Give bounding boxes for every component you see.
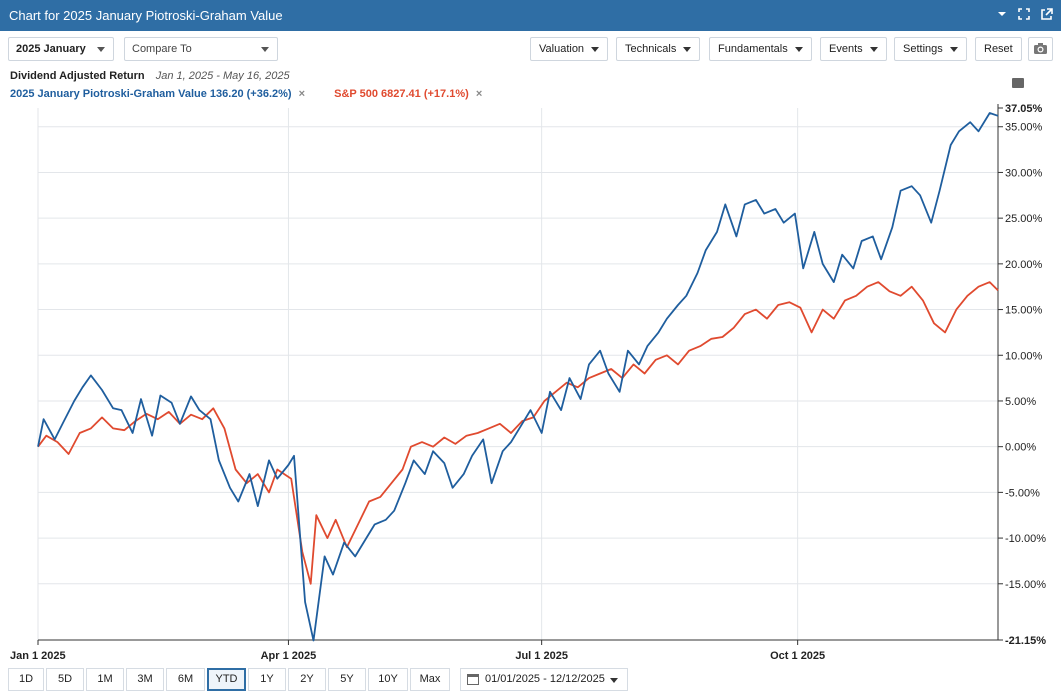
window-title: Chart for 2025 January Piotroski-Graham … xyxy=(9,8,283,23)
y-extreme-label: -21.15% xyxy=(1005,635,1046,647)
range-button-3m[interactable]: 3M xyxy=(126,668,164,691)
chart-grid xyxy=(37,108,998,640)
chevron-down-icon xyxy=(949,46,958,52)
range-button-1d[interactable]: 1D xyxy=(8,668,44,691)
settings-label: Settings xyxy=(903,43,943,55)
y-tick-label: 25.00% xyxy=(1005,213,1043,225)
series-line-primary xyxy=(37,112,999,642)
y-tick-label: -15.00% xyxy=(1005,579,1046,591)
settings-menu-button[interactable]: Settings xyxy=(894,37,967,61)
compare-to-placeholder: Compare To xyxy=(132,43,192,55)
remove-series-benchmark-icon[interactable]: × xyxy=(475,88,483,100)
fundamentals-menu-button[interactable]: Fundamentals xyxy=(709,37,812,61)
fullscreen-icon[interactable] xyxy=(1017,7,1031,21)
legend-series-benchmark: S&P 500 6827.41 (+17.1%) xyxy=(334,88,469,100)
chevron-down-icon xyxy=(683,46,692,52)
y-tick-label: 35.00% xyxy=(1005,122,1043,134)
range-button-1y[interactable]: 1Y xyxy=(248,668,286,691)
x-tick-label: Jan 1 2025 xyxy=(10,650,66,662)
y-tick-label: 5.00% xyxy=(1005,396,1036,408)
fundamentals-label: Fundamentals xyxy=(718,43,788,55)
range-button-max[interactable]: Max xyxy=(410,668,450,691)
y-extreme-label: 37.05% xyxy=(1005,103,1043,115)
technicals-label: Technicals xyxy=(625,43,677,55)
popout-icon[interactable] xyxy=(1039,7,1053,21)
chevron-down-icon xyxy=(610,678,618,683)
y-tick-label: 0.00% xyxy=(1005,442,1036,454)
range-button-ytd[interactable]: YTD xyxy=(207,668,246,691)
chevron-down-icon xyxy=(794,46,803,52)
range-button-2y[interactable]: 2Y xyxy=(288,668,326,691)
x-axis: Jan 1 2025 Apr 1 2025 Jul 1 2025 Oct 1 2025 xyxy=(10,639,998,662)
range-selector: 1D 5D 1M 3M 6M YTD 1Y 2Y 5Y 10Y Max 01/01/2025 - 1… xyxy=(0,668,1061,692)
chevron-down-icon xyxy=(869,46,878,52)
legend-date-range: Jan 1, 2025 - May 16, 2025 xyxy=(155,70,290,82)
camera-button[interactable] xyxy=(1028,37,1053,61)
return-type-label: Dividend Adjusted Return xyxy=(10,70,145,82)
y-tick-label: -10.00% xyxy=(1005,533,1046,545)
calendar-icon xyxy=(467,674,479,685)
symbol-select[interactable]: 2025 January xyxy=(8,37,114,61)
range-button-5d[interactable]: 5D xyxy=(46,668,84,691)
chevron-down-icon xyxy=(261,47,269,52)
collapse-icon[interactable] xyxy=(995,7,1009,21)
y-tick-label: 10.00% xyxy=(1005,350,1043,362)
chevron-down-icon xyxy=(591,46,600,52)
compare-to-select[interactable]: Compare To xyxy=(124,37,278,61)
range-button-5y[interactable]: 5Y xyxy=(328,668,366,691)
data-table-icon[interactable] xyxy=(1012,78,1024,88)
date-range-value: 01/01/2025 - 12/12/2025 xyxy=(485,673,605,685)
x-tick-label: Apr 1 2025 xyxy=(261,650,317,662)
chart-legend: Dividend Adjusted Return Jan 1, 2025 - M… xyxy=(10,70,482,100)
x-tick-label: Jul 1 2025 xyxy=(515,650,568,662)
series-line-benchmark xyxy=(37,281,999,585)
window-titlebar: Chart for 2025 January Piotroski-Graham … xyxy=(0,0,1061,31)
y-axis-labels: 35.00% 30.00% 25.00% 20.00% 15.00% 10.00% 5.00… xyxy=(997,103,1046,647)
events-label: Events xyxy=(829,43,863,55)
window-controls xyxy=(995,7,1053,21)
camera-icon xyxy=(1034,43,1047,54)
y-tick-label: 15.00% xyxy=(1005,305,1043,317)
chart-toolbar: 2025 January Compare To Valuation Techni… xyxy=(0,31,1061,65)
range-button-10y[interactable]: 10Y xyxy=(368,668,408,691)
range-button-1m[interactable]: 1M xyxy=(86,668,124,691)
legend-series-primary: 2025 January Piotroski-Graham Value 136.… xyxy=(10,88,292,100)
chart-series xyxy=(37,112,999,642)
range-button-6m[interactable]: 6M xyxy=(166,668,205,691)
price-chart[interactable]: 35.00% 30.00% 25.00% 20.00% 15.00% 10.00% 5.00… xyxy=(0,98,1061,664)
valuation-menu-button[interactable]: Valuation xyxy=(530,37,609,61)
x-tick-label: Oct 1 2025 xyxy=(770,650,825,662)
valuation-label: Valuation xyxy=(539,43,585,55)
technicals-menu-button[interactable]: Technicals xyxy=(616,37,701,61)
y-tick-label: 20.00% xyxy=(1005,259,1043,271)
y-tick-label: -5.00% xyxy=(1005,487,1040,499)
symbol-select-value: 2025 January xyxy=(16,43,86,55)
date-range-picker[interactable]: 01/01/2025 - 12/12/2025 xyxy=(460,668,628,691)
remove-series-primary-icon[interactable]: × xyxy=(298,88,306,100)
y-tick-label: 30.00% xyxy=(1005,167,1043,179)
chevron-down-icon xyxy=(97,47,105,52)
reset-button[interactable]: Reset xyxy=(975,37,1022,61)
events-menu-button[interactable]: Events xyxy=(820,37,887,61)
